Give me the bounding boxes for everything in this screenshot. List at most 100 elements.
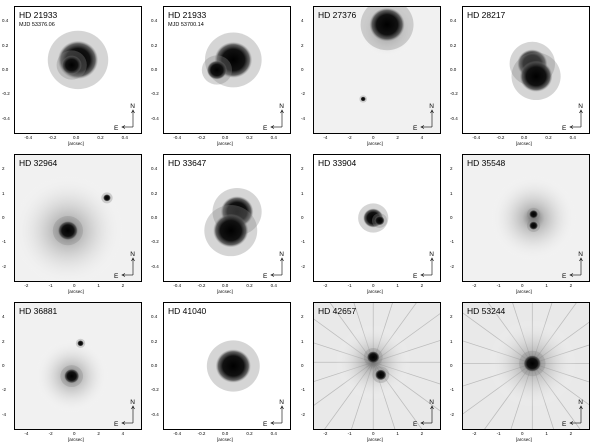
x-tick-label: 0.4 — [270, 431, 277, 436]
y-tick-label: 0.0 — [2, 67, 9, 72]
x-tick-label: -2 — [472, 431, 477, 436]
east-label: E — [413, 421, 418, 428]
image-frame: HD 41040 N E — [163, 302, 291, 430]
y-tick-label: 0.0 — [450, 67, 457, 72]
y-tick-label: 0.2 — [151, 338, 158, 344]
x-tick-label: 0.2 — [246, 135, 253, 140]
x-tick-label: 0 — [372, 431, 375, 436]
east-label: E — [263, 421, 268, 428]
panel-title: HD 21933 — [168, 10, 207, 20]
x-tick-label: 0.4 — [270, 283, 277, 288]
north-label: N — [130, 103, 135, 110]
y-tick-label: 0.4 — [2, 18, 9, 24]
y-tick-label: -2 — [450, 263, 455, 269]
x-tick-label: 4 — [121, 431, 125, 436]
star-core — [523, 355, 542, 372]
star-image — [206, 340, 260, 392]
x-tick-label: 0.0 — [73, 135, 80, 140]
east-label: E — [562, 273, 567, 280]
north-label: N — [578, 103, 583, 110]
y-tick-label: 0.4 — [151, 18, 158, 24]
y-tick-label: 0 — [2, 215, 5, 220]
y-tick-label: 2 — [2, 166, 5, 172]
y-tick-label: 0 — [450, 215, 453, 220]
x-tick-label: 0.0 — [222, 283, 229, 288]
y-tick-label: -1 — [450, 387, 455, 393]
compass-arrows-icon — [569, 109, 583, 129]
y-tick-label: 2 — [450, 166, 453, 172]
x-tick-label: 2 — [97, 431, 100, 436]
x-axis-title: [arcsec] — [367, 289, 383, 294]
image-frame: HD 27376 N E — [313, 6, 441, 134]
x-axis-title: [arcsec] — [516, 141, 532, 146]
star-image — [201, 32, 262, 88]
x-tick-label: 0.0 — [521, 135, 528, 140]
y-tick-label: 0 — [301, 363, 304, 368]
x-tick-label: 0.2 — [97, 135, 104, 140]
east-label: E — [263, 273, 268, 280]
x-axis-title: [arcsec] — [367, 437, 383, 442]
east-label: E — [114, 125, 119, 132]
speckle-panel: HD 32964 N E -2 -1 0 1 2 [arcsec] 2 1 0 -1 -2 — [2, 154, 142, 294]
north-label: N — [429, 103, 434, 110]
x-axis-title: [arcsec] — [367, 141, 383, 146]
east-label: E — [114, 421, 119, 428]
star-core — [360, 96, 366, 102]
north-label: N — [279, 251, 284, 258]
x-axis-title: [arcsec] — [516, 437, 532, 442]
star-image — [509, 41, 561, 101]
y-tick-label: 2 — [301, 42, 304, 48]
x-tick-label: 0.0 — [222, 135, 229, 140]
compass-arrows-icon — [121, 257, 135, 277]
x-tick-label: 0.0 — [222, 431, 229, 436]
compass-arrows-icon — [420, 405, 434, 425]
x-tick-label: -2 — [472, 283, 477, 288]
y-tick-label: 0.2 — [151, 42, 158, 48]
y-tick-label: 0.0 — [151, 67, 158, 72]
image-frame: HD 53244 N E — [462, 302, 590, 430]
speckle-panel: HD 53244 N E -2 -1 0 1 2 [arcsec] 2 1 0 -1 -2 — [450, 302, 590, 442]
speckle-panel: HD 36881 N E -4 -2 0 2 4 [arcsec] 4 2 0 -2 -4 — [2, 302, 142, 442]
x-tick-label: 2 — [420, 283, 424, 288]
x-tick-label: 0.4 — [270, 135, 277, 140]
star-image — [463, 155, 589, 281]
x-tick-label: -2 — [323, 283, 328, 288]
y-tick-label: 1 — [301, 338, 304, 344]
image-frame: HD 42657 N E — [313, 302, 441, 430]
star-image — [314, 303, 440, 429]
y-tick-label: -1 — [2, 239, 7, 245]
y-tick-label: -0.2 — [151, 387, 159, 393]
north-label: N — [279, 399, 284, 406]
star-core — [215, 349, 251, 383]
y-tick-label: 2 — [2, 338, 5, 344]
x-tick-label: 1 — [97, 283, 100, 288]
y-tick-label: 0 — [301, 215, 304, 220]
y-tick-label: -0.2 — [450, 91, 458, 97]
image-frame: HD 33904 N E — [313, 154, 441, 282]
y-tick-label: 1 — [450, 338, 453, 344]
y-tick-label: 2 — [301, 166, 304, 172]
y-tick-label: 2 — [450, 314, 453, 320]
y-tick-label: -0.4 — [151, 411, 159, 417]
y-tick-label: -2 — [450, 411, 455, 417]
speckle-panel: HD 42657 N E -2 -1 0 1 2 [arcsec] 2 1 0 -1 -2 — [301, 302, 441, 442]
x-tick-label: -2 — [24, 283, 29, 288]
x-tick-label: 2 — [569, 283, 573, 288]
north-label: N — [130, 251, 135, 258]
east-label: E — [114, 273, 119, 280]
x-axis-title: [arcsec] — [68, 141, 84, 146]
x-tick-label: -0.2 — [197, 135, 206, 140]
y-tick-label: 0.2 — [2, 42, 9, 48]
y-tick-label: -1 — [450, 239, 455, 245]
x-tick-label: 4 — [420, 135, 424, 140]
y-tick-label: 1 — [301, 190, 304, 196]
panel-title: HD 35548 — [467, 158, 506, 168]
north-label: N — [578, 251, 583, 258]
y-tick-label: -1 — [301, 239, 306, 245]
east-label: E — [413, 273, 418, 280]
y-tick-label: 0 — [2, 363, 5, 368]
